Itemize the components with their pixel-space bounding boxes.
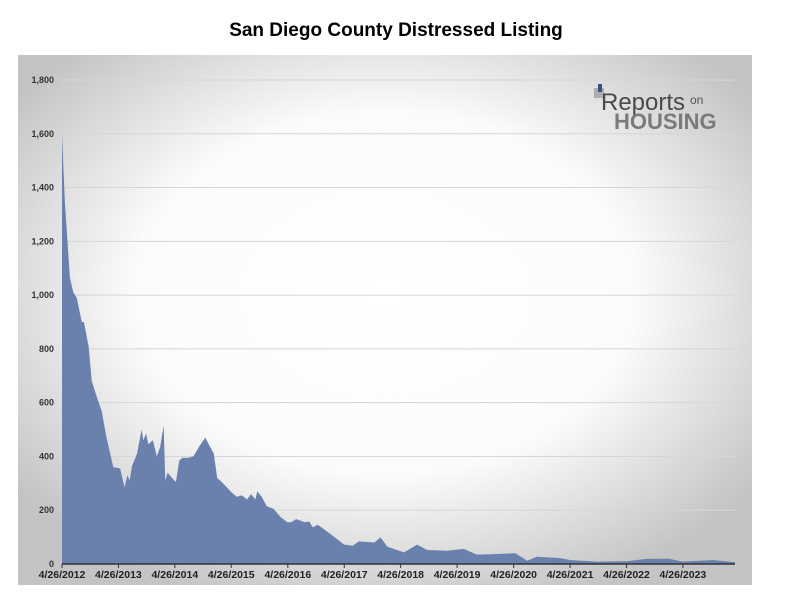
x-tick-label: 4/26/2015 [208,569,255,581]
y-tick-label: 1,800 [31,75,54,85]
y-tick-label: 1,400 [31,183,54,193]
x-tick-label: 4/26/2022 [603,569,650,581]
y-tick-label: 600 [39,398,54,408]
y-tick-label: 1,000 [31,290,54,300]
y-tick-label: 400 [39,451,54,461]
y-tick-label: 1,600 [31,129,54,139]
x-tick-label: 4/26/2014 [151,569,198,581]
chart-title: San Diego County Distressed Listing [229,20,563,41]
x-tick-label: 4/26/2021 [547,569,594,581]
y-tick-label: 0 [49,559,54,569]
x-tick-label: 4/26/2016 [264,569,311,581]
y-tick-label: 800 [39,344,54,354]
logo-text-housing: HOUSING [614,109,717,134]
logo-text-reports: Reports [601,89,685,116]
x-tick-label: 4/26/2012 [39,569,86,581]
x-tick-label: 4/26/2019 [434,569,481,581]
x-tick-label: 4/26/2017 [321,569,368,581]
logo-text-on: on [690,93,703,107]
x-tick-label: 4/26/2013 [95,569,142,581]
x-tick-label: 4/26/2018 [377,569,424,581]
y-tick-label: 200 [39,505,54,515]
series-area [62,133,735,565]
x-tick-label: 4/26/2023 [660,569,707,581]
x-tick-label: 4/26/2020 [490,569,537,581]
reports-on-housing-logo: Reports on HOUSING [594,84,717,134]
y-tick-label: 1,200 [31,236,54,246]
